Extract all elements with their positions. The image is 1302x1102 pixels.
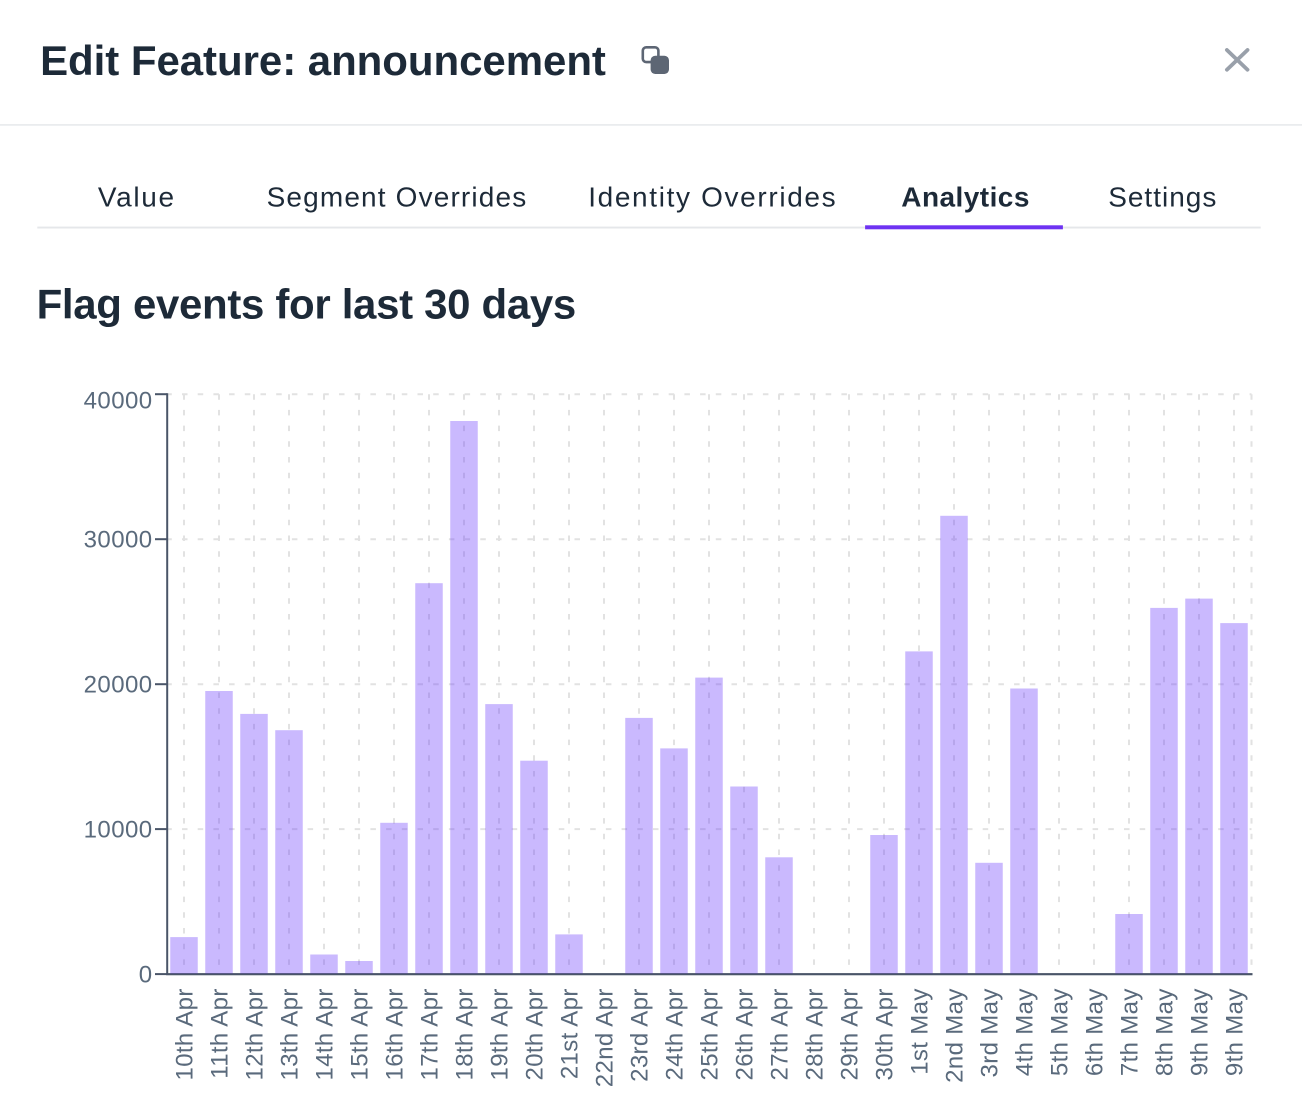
svg-text:Analytics: Analytics (901, 181, 1030, 212)
svg-text:3rd May: 3rd May (976, 988, 1003, 1077)
svg-text:16th Apr: 16th Apr (381, 988, 408, 1080)
svg-text:Flag events for last 30 days: Flag events for last 30 days (37, 280, 576, 327)
svg-text:15th Apr: 15th Apr (346, 988, 373, 1080)
svg-text:22nd Apr: 22nd Apr (591, 988, 618, 1087)
svg-text:13th Apr: 13th Apr (276, 988, 303, 1080)
svg-text:11th Apr: 11th Apr (206, 988, 233, 1078)
svg-text:19th Apr: 19th Apr (486, 988, 513, 1080)
svg-text:27th Apr: 27th Apr (766, 988, 793, 1080)
svg-text:28th Apr: 28th Apr (801, 988, 828, 1080)
svg-text:29th Apr: 29th Apr (836, 988, 863, 1080)
svg-text:20th Apr: 20th Apr (521, 988, 548, 1080)
svg-text:14th Apr: 14th Apr (311, 988, 338, 1080)
svg-text:17th Apr: 17th Apr (416, 988, 443, 1080)
svg-text:25th Apr: 25th Apr (696, 988, 723, 1080)
svg-text:0: 0 (139, 962, 153, 989)
svg-text:21st Apr: 21st Apr (556, 988, 583, 1079)
svg-text:24th Apr: 24th Apr (661, 988, 688, 1080)
svg-text:2nd May: 2nd May (941, 988, 968, 1083)
svg-text:30000: 30000 (84, 527, 153, 554)
svg-text:7th May: 7th May (1116, 988, 1143, 1076)
svg-text:40000: 40000 (84, 388, 153, 415)
svg-text:18th Apr: 18th Apr (451, 988, 478, 1080)
svg-text:9th May: 9th May (1186, 988, 1213, 1076)
svg-text:Settings: Settings (1108, 181, 1217, 212)
svg-text:30th Apr: 30th Apr (871, 988, 898, 1080)
svg-text:26th Apr: 26th Apr (731, 988, 758, 1080)
svg-text:23rd Apr: 23rd Apr (626, 988, 653, 1082)
svg-text:10th Apr: 10th Apr (171, 988, 198, 1080)
svg-text:Edit Feature: announcement: Edit Feature: announcement (40, 37, 606, 84)
svg-text:1st May: 1st May (906, 988, 933, 1074)
svg-text:4th May: 4th May (1011, 988, 1038, 1076)
svg-text:12th Apr: 12th Apr (241, 988, 268, 1080)
svg-text:Segment Overrides: Segment Overrides (267, 181, 528, 212)
svg-text:Identity Overrides: Identity Overrides (588, 181, 837, 212)
svg-text:8th May: 8th May (1151, 988, 1178, 1076)
svg-text:5th May: 5th May (1046, 988, 1073, 1076)
svg-text:20000: 20000 (84, 672, 153, 699)
svg-text:10000: 10000 (84, 817, 153, 844)
svg-text:6th May: 6th May (1081, 988, 1108, 1076)
svg-text:9th May: 9th May (1221, 988, 1248, 1076)
svg-text:Value: Value (98, 181, 176, 212)
